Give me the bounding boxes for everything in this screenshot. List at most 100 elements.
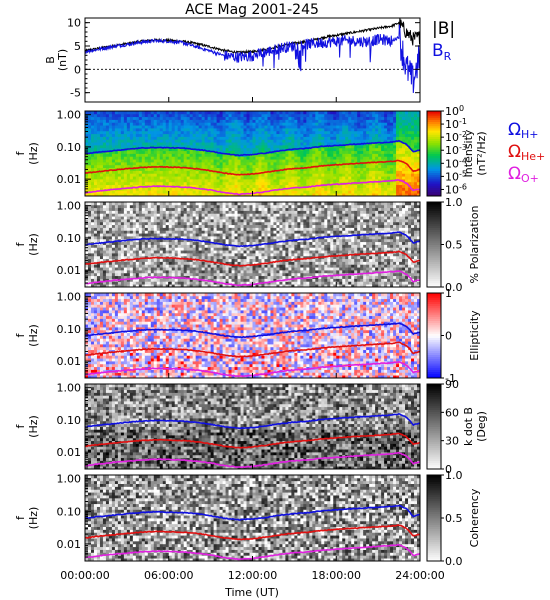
heatmap-cell	[360, 134, 363, 137]
heatmap-cell	[172, 222, 175, 225]
heatmap-cell	[399, 156, 402, 159]
heatmap-cell	[217, 120, 220, 123]
heatmap-cell	[321, 168, 324, 171]
heatmap-cell	[130, 131, 133, 134]
heatmap-cell	[309, 134, 312, 137]
heatmap-cell	[166, 114, 169, 117]
heatmap-cell	[306, 188, 309, 191]
heatmap-cell	[127, 125, 130, 128]
heatmap-cell	[294, 151, 297, 154]
heatmap-cell	[372, 154, 375, 157]
heatmap-cell	[178, 114, 181, 117]
heatmap-cell	[106, 182, 109, 185]
heatmap-cell	[229, 159, 232, 162]
heatmap-cell	[264, 125, 267, 128]
heatmap-cell	[208, 236, 211, 239]
heatmap-cell	[327, 131, 330, 134]
heatmap-cell	[115, 171, 118, 174]
heatmap-cell	[378, 134, 381, 137]
heatmap-cell	[381, 125, 384, 128]
heatmap-cell	[211, 162, 214, 165]
heatmap-cell	[273, 165, 276, 168]
heatmap-cell	[399, 154, 402, 157]
heatmap-cell	[250, 165, 253, 168]
heatmap-cell	[351, 131, 354, 134]
heatmap-cell	[115, 137, 118, 140]
heatmap-cell	[399, 173, 402, 176]
heatmap-cell	[151, 154, 154, 157]
heatmap-cell	[121, 159, 124, 162]
heatmap-cell	[339, 156, 342, 159]
heatmap-cell	[130, 273, 133, 276]
heatmap-cell	[148, 154, 151, 157]
heatmap-cell	[199, 190, 202, 193]
heatmap-cell	[381, 151, 384, 154]
heatmap-cell	[133, 267, 136, 270]
heatmap-cell	[121, 142, 124, 145]
heatmap-cell	[291, 128, 294, 131]
heatmap-cell	[220, 279, 223, 282]
heatmap-cell	[115, 264, 118, 267]
heatmap-cell	[223, 219, 226, 222]
heatmap-cell	[211, 137, 214, 140]
heatmap-cell	[127, 262, 130, 265]
heatmap-cell	[175, 205, 178, 208]
heatmap-cell	[297, 122, 300, 125]
heatmap-cell	[276, 173, 279, 176]
heatmap-cell	[220, 156, 223, 159]
heatmap-cell	[199, 205, 202, 208]
heatmap-cell	[109, 173, 112, 176]
heatmap-cell	[214, 270, 217, 273]
heatmap-cell	[327, 139, 330, 142]
heatmap-cell	[267, 137, 270, 140]
heatmap-cell	[214, 208, 217, 211]
heatmap-cell	[151, 151, 154, 154]
heatmap-cell	[115, 179, 118, 182]
freq-ytick-label: 0.10	[57, 141, 82, 154]
heatmap-cell	[148, 117, 151, 120]
heatmap-cell	[312, 128, 315, 131]
heatmap-cell	[211, 154, 214, 157]
heatmap-cell	[321, 142, 324, 145]
heatmap-cell	[181, 156, 184, 159]
heatmap-cell	[214, 131, 217, 134]
heatmap-cell	[375, 185, 378, 188]
heatmap-cell	[115, 182, 118, 185]
heatmap-cell	[163, 262, 166, 265]
heatmap-cell	[387, 188, 390, 191]
heatmap-cell	[160, 142, 163, 145]
heatmap-cell	[124, 264, 127, 267]
heatmap-cell	[187, 264, 190, 267]
heatmap-cell	[112, 270, 115, 273]
heatmap-cell	[282, 142, 285, 145]
heatmap-cell	[348, 120, 351, 123]
heatmap-cell	[133, 250, 136, 253]
heatmap-cell	[187, 114, 190, 117]
heatmap-cell	[196, 250, 199, 253]
heatmap-cell	[363, 185, 366, 188]
heatmap-cell	[279, 190, 282, 193]
heatmap-cell	[118, 233, 121, 236]
heatmap-cell	[190, 253, 193, 256]
heatmap-cell	[115, 156, 118, 159]
heatmap-cell	[91, 205, 94, 208]
heatmap-cell	[342, 190, 345, 193]
heatmap-cell	[109, 267, 112, 270]
heatmap-cell	[193, 159, 196, 162]
heatmap-cell	[217, 225, 220, 228]
heatmap-cell	[136, 142, 139, 145]
heatmap-cell	[303, 128, 306, 131]
heatmap-cell	[348, 145, 351, 148]
heatmap-cell	[336, 176, 339, 179]
heatmap-cell	[297, 128, 300, 131]
heatmap-cell	[202, 230, 205, 233]
heatmap-cell	[106, 213, 109, 216]
heatmap-cell	[247, 185, 250, 188]
heatmap-cell	[294, 134, 297, 137]
heatmap-cell	[214, 165, 217, 168]
heatmap-cell	[184, 182, 187, 185]
heatmap-cell	[390, 134, 393, 137]
heatmap-cell	[369, 176, 372, 179]
heatmap-cell	[193, 225, 196, 228]
heatmap-cell	[291, 151, 294, 154]
